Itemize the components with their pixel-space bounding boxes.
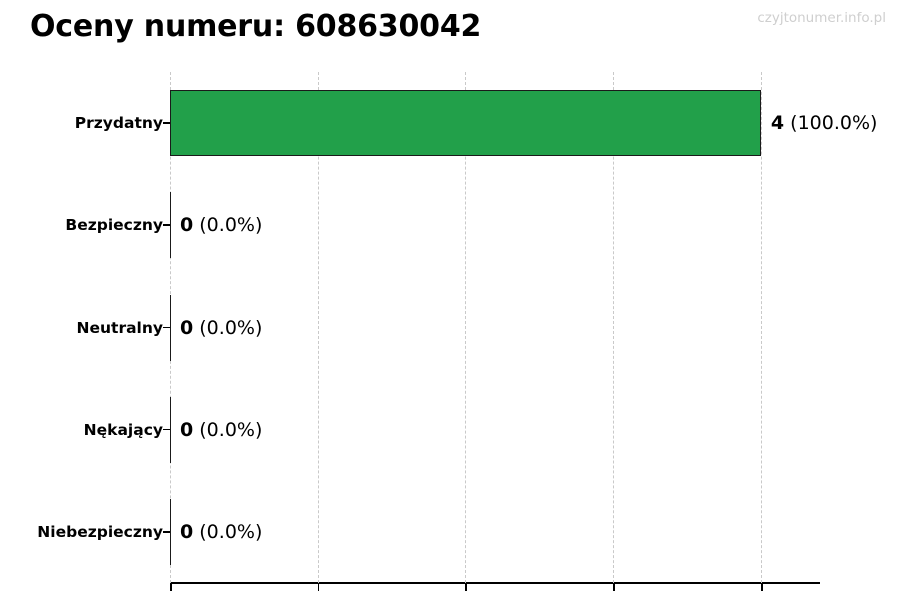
x-axis-tick [760,584,763,591]
x-gridline [317,72,319,583]
plot-area [163,72,820,583]
x-axis-tick [465,584,468,591]
value-label-4: 0 (0.0%) [180,419,262,441]
value-percent: (0.0%) [193,520,263,543]
site-watermark: czyjtonumer.info.pl [757,10,886,26]
y-axis-tick [163,530,170,533]
category-label-1: Przydatny [74,114,163,133]
y-axis-tick [163,224,170,227]
value-count: 0 [180,520,194,543]
category-label-2: Bezpieczny [65,216,163,235]
y-axis-tick [163,326,170,329]
x-axis-tick [613,584,615,591]
bar-4[interactable] [170,396,171,463]
category-label-3: Neutralny [76,318,163,337]
x-axis-tick [317,584,320,591]
value-label-5: 0 (0.0%) [180,521,262,543]
bar-2[interactable] [170,192,171,259]
bar-1[interactable] [170,90,761,157]
category-label-4: Nękający [83,420,163,439]
value-percent: (0.0%) [193,214,263,237]
x-gridline [760,72,762,583]
x-gridline [465,72,467,583]
value-count: 4 [770,112,785,135]
category-label-5: Niebezpieczny [37,522,163,541]
bar-5[interactable] [170,498,171,565]
value-count: 0 [180,316,194,339]
value-label-2: 0 (0.0%) [180,214,262,236]
value-percent: (0.0%) [193,316,263,339]
value-count: 0 [180,214,194,237]
y-axis-tick [163,122,170,124]
value-percent: (100.0%) [784,112,878,135]
value-label-1: 4 (100.0%) [771,112,878,134]
bar-3[interactable] [170,294,171,361]
value-label-3: 0 (0.0%) [180,317,262,339]
x-gridline [613,72,615,583]
value-percent: (0.0%) [193,418,263,441]
x-axis-spine [170,582,820,584]
y-axis-tick [163,428,170,431]
page-title: Oceny numeru: 608630042 [30,9,482,44]
x-axis-tick [170,584,172,591]
value-count: 0 [180,418,194,441]
